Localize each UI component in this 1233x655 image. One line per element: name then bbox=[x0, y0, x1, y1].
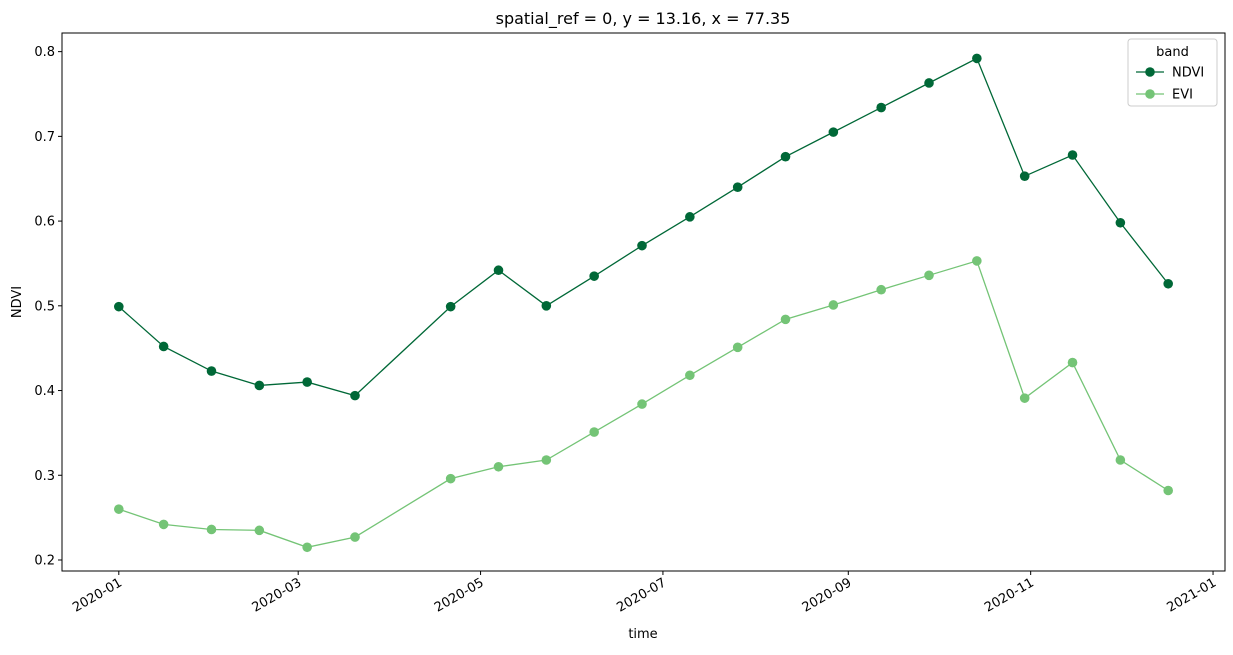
evi-point bbox=[780, 314, 791, 325]
x-tick-label: 2020-09 bbox=[800, 575, 855, 615]
ndvi-point bbox=[158, 341, 169, 352]
evi-point bbox=[972, 256, 982, 266]
chart-title: spatial_ref = 0, y = 13.16, x = 77.35 bbox=[496, 9, 791, 29]
evi-point bbox=[445, 473, 456, 484]
ndvi-point bbox=[302, 377, 312, 387]
evi-point bbox=[732, 342, 743, 353]
evi-point bbox=[254, 525, 265, 536]
ndvi-point bbox=[254, 380, 265, 391]
evi-point bbox=[493, 461, 504, 472]
ndvi-point bbox=[350, 390, 360, 401]
evi-point bbox=[637, 399, 647, 409]
ndvi-point bbox=[685, 212, 695, 222]
y-tick-label: 0.7 bbox=[34, 130, 55, 145]
evi-point bbox=[114, 504, 124, 514]
legend-ndvi-label: NDVI bbox=[1172, 66, 1204, 81]
legend-ndvi-marker bbox=[1145, 67, 1155, 77]
evi-point bbox=[924, 270, 934, 281]
plot-area: 0.2 0.3 0.4 0.5 0.6 0.7 0.8 2020-01 2020-03 2020-… bbox=[34, 32, 1226, 616]
ndvi-point bbox=[637, 240, 647, 251]
ndvi-point bbox=[732, 182, 743, 192]
evi-point bbox=[541, 455, 552, 465]
evi-point bbox=[1067, 357, 1078, 368]
evi-point bbox=[1115, 455, 1126, 465]
x-tick-label: 2020-05 bbox=[432, 575, 487, 615]
x-axis-title: time bbox=[628, 627, 657, 642]
evi-line bbox=[118, 260, 1169, 548]
y-tick-label: 0.2 bbox=[34, 553, 55, 568]
ndvi-line bbox=[118, 57, 1169, 397]
evi-point bbox=[1019, 393, 1030, 403]
ndvi-point bbox=[1115, 217, 1126, 228]
ndvi-point bbox=[780, 151, 791, 162]
evi-point bbox=[350, 532, 360, 542]
y-tick-label: 0.5 bbox=[34, 299, 55, 314]
ndvi-point bbox=[206, 366, 217, 376]
evi-point bbox=[876, 284, 886, 295]
evi-point bbox=[302, 542, 312, 553]
x-tick-label: 2020-03 bbox=[250, 575, 305, 615]
evi-point bbox=[828, 300, 839, 310]
evi-point bbox=[206, 524, 217, 535]
ndvi-point bbox=[493, 265, 504, 276]
y-axis-title: NDVI bbox=[10, 286, 25, 318]
y-tick-label: 0.8 bbox=[34, 45, 55, 60]
ndvi-point bbox=[445, 301, 456, 312]
ndvi-point bbox=[114, 301, 124, 312]
x-tick-label: 2021-01 bbox=[1164, 575, 1219, 615]
y-tick-label: 0.3 bbox=[34, 469, 55, 484]
plot-frame bbox=[61, 32, 1226, 572]
x-tick-label: 2020-11 bbox=[982, 575, 1037, 615]
evi-point bbox=[685, 370, 695, 381]
ndvi-point bbox=[828, 127, 839, 137]
x-tick-label: 2020-07 bbox=[614, 575, 669, 615]
ndvi-point bbox=[876, 102, 886, 113]
ndvi-point bbox=[924, 78, 934, 88]
x-tick-label: 2020-01 bbox=[70, 575, 125, 615]
legend-title: band bbox=[1156, 45, 1189, 60]
ndvi-point bbox=[1019, 171, 1030, 181]
legend-evi-label: EVI bbox=[1172, 88, 1193, 103]
ndvi-point bbox=[1067, 150, 1078, 160]
evi-point bbox=[1163, 485, 1173, 496]
y-tick-label: 0.6 bbox=[34, 215, 55, 230]
evi-point bbox=[158, 519, 169, 530]
legend-evi-marker bbox=[1145, 89, 1155, 99]
ndvi-point bbox=[589, 271, 599, 281]
ndvi-point bbox=[1163, 278, 1173, 289]
evi-point bbox=[589, 427, 599, 437]
ndvi-point bbox=[972, 53, 982, 64]
y-tick-label: 0.4 bbox=[34, 384, 55, 399]
ndvi-point bbox=[541, 301, 552, 311]
